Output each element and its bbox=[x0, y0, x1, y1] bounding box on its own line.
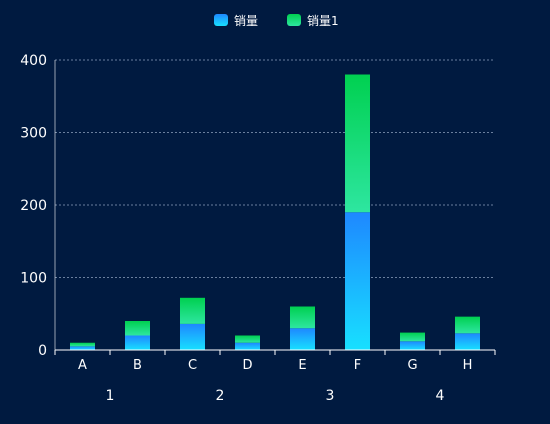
x-tick-label: C bbox=[188, 358, 197, 373]
x-tick-label: D bbox=[242, 358, 252, 373]
y-tick-label: 200 bbox=[20, 198, 47, 214]
bar-series-1-G[interactable] bbox=[400, 332, 425, 342]
legend-item-series-0[interactable]: 销量 bbox=[214, 14, 258, 28]
bar-series-0-B[interactable] bbox=[125, 335, 150, 351]
x-group-label: 3 bbox=[326, 388, 335, 404]
bar-series-0-H[interactable] bbox=[455, 333, 480, 350]
bar-series-0-G[interactable] bbox=[400, 341, 425, 350]
x-group-label: 2 bbox=[216, 388, 225, 404]
legend: 销量 销量1 bbox=[214, 14, 339, 28]
x-tick-label: A bbox=[78, 358, 87, 373]
legend-item-series-1[interactable]: 销量1 bbox=[287, 14, 339, 28]
bar-series-0-F[interactable] bbox=[345, 212, 370, 350]
bar-series-1-B[interactable] bbox=[125, 321, 150, 336]
grid-lines bbox=[55, 59, 495, 278]
x-tick-label: F bbox=[354, 358, 361, 373]
x-tick-label: G bbox=[407, 358, 417, 373]
y-tick-label: 400 bbox=[20, 53, 47, 69]
x-group-label: 4 bbox=[436, 388, 445, 404]
y-tick-label: 100 bbox=[20, 271, 47, 287]
bar-series-0-D[interactable] bbox=[235, 342, 260, 350]
x-tick-label: B bbox=[133, 358, 142, 373]
x-tick-label: H bbox=[463, 358, 473, 373]
legend-swatch-series-0 bbox=[214, 14, 228, 26]
y-axis: 0 100 200 300 400 bbox=[20, 53, 56, 359]
bar-series-1-H[interactable] bbox=[455, 316, 480, 334]
bar-series-0-C[interactable] bbox=[180, 323, 205, 350]
bar-series-0-A[interactable] bbox=[70, 346, 95, 350]
bar-series-1-E[interactable] bbox=[290, 306, 315, 329]
x-tick-label: E bbox=[298, 358, 306, 373]
bar-series-1-D[interactable] bbox=[235, 335, 260, 343]
bar-series-0-E[interactable] bbox=[290, 328, 315, 350]
legend-label-series-1: 销量1 bbox=[307, 14, 339, 28]
x-axis: A B C D E F G H 1 2 3 4 bbox=[54, 349, 496, 404]
bar-series-1-C[interactable] bbox=[180, 297, 205, 324]
bar-series-1-A[interactable] bbox=[70, 342, 95, 347]
x-group-label: 1 bbox=[106, 388, 115, 404]
bar-series-1-F[interactable] bbox=[345, 74, 370, 213]
legend-swatch-series-1 bbox=[287, 14, 301, 26]
y-tick-label: 0 bbox=[38, 343, 47, 359]
y-tick-label: 300 bbox=[20, 126, 47, 142]
bars bbox=[70, 74, 480, 351]
legend-label-series-0: 销量 bbox=[234, 14, 258, 28]
